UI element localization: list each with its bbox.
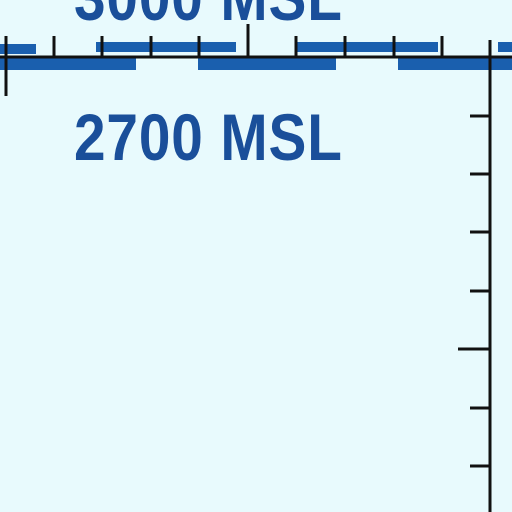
longitude-tick-marks bbox=[458, 114, 490, 468]
latitude-tick-marks bbox=[4, 24, 444, 96]
upper-altitude-label: 3000 MSL bbox=[74, 0, 343, 30]
lower-altitude-label: 2700 MSL bbox=[74, 100, 343, 174]
airspace-boundary-line bbox=[0, 42, 512, 70]
